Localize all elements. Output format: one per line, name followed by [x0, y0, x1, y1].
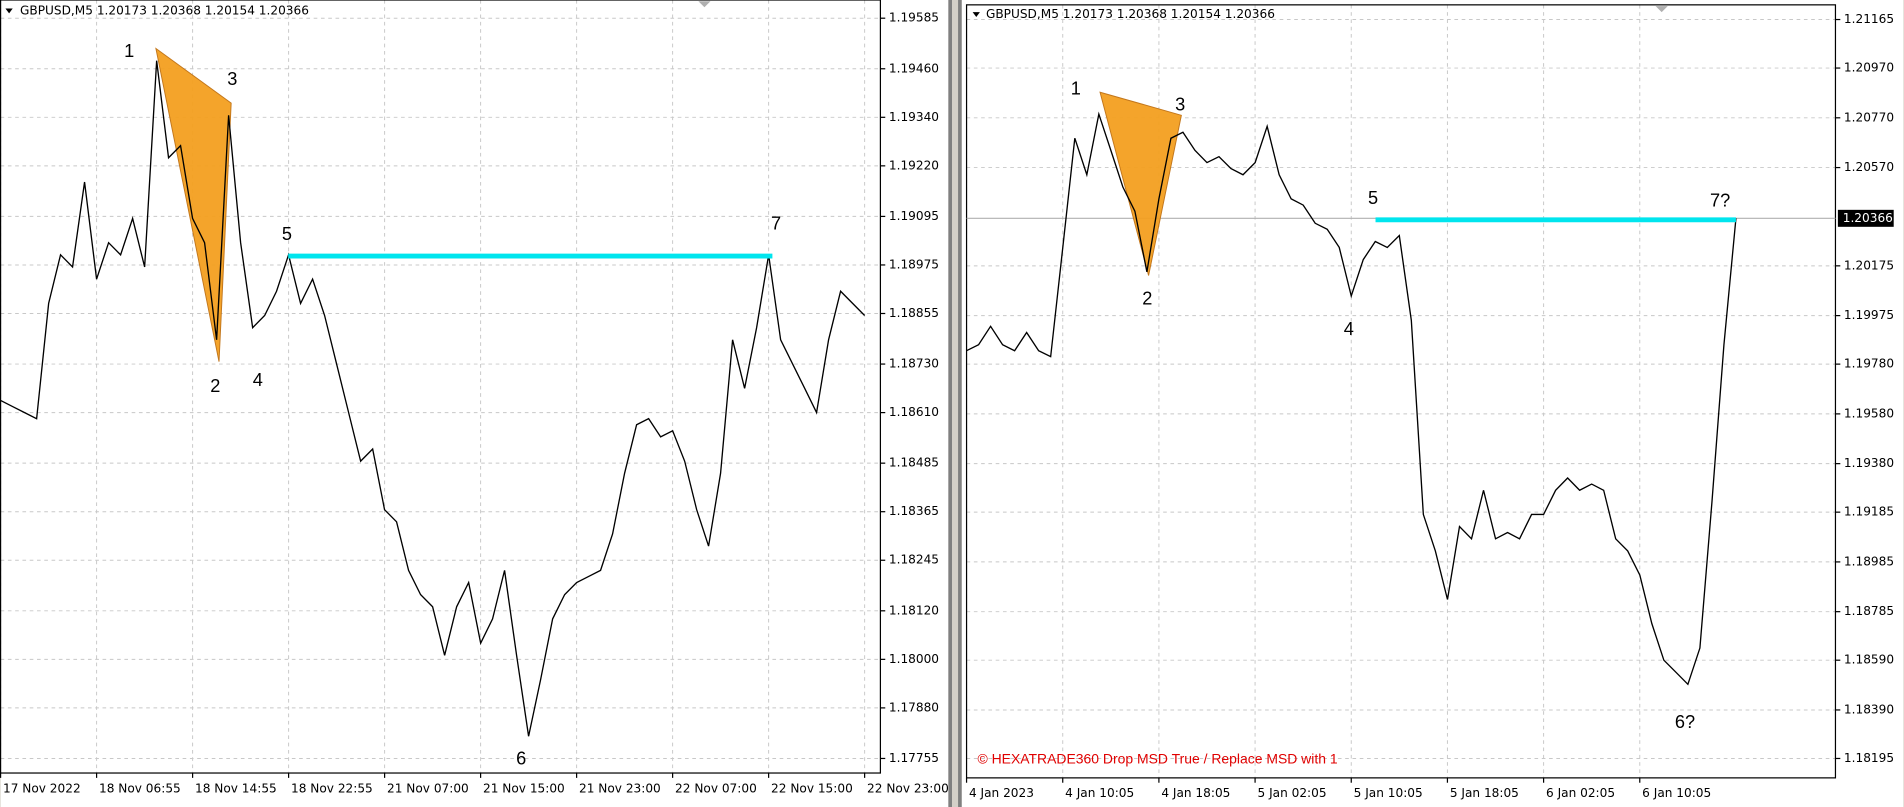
shift-marker — [1655, 6, 1668, 13]
chart-title: GBPUSD,M5 1.20173 1.20368 1.20154 1.2036… — [986, 7, 1275, 21]
y-tick-label: 1.18485 — [889, 456, 939, 470]
chart-title: GBPUSD,M5 1.20173 1.20368 1.20154 1.2036… — [20, 3, 309, 17]
right-panel — [961, 0, 1904, 807]
splitter — [948, 0, 952, 807]
y-tick-label: 1.18975 — [889, 257, 939, 271]
x-tick-label: 6 Jan 02:05 — [1546, 786, 1615, 800]
y-tick-label: 1.18000 — [889, 652, 939, 666]
current-price-label: 1.20366 — [1843, 211, 1893, 225]
x-tick-label: 4 Jan 10:05 — [1065, 786, 1134, 800]
x-tick-label: 18 Nov 06:55 — [99, 781, 181, 795]
y-tick-label: 1.18195 — [1844, 751, 1894, 765]
y-tick-label: 1.19185 — [1844, 505, 1894, 519]
x-tick-label: 4 Jan 18:05 — [1161, 786, 1230, 800]
y-tick-label: 1.18610 — [889, 405, 939, 419]
swing-label: 4 — [253, 370, 263, 390]
swing-label: 5 — [1368, 188, 1378, 208]
x-tick-label: 22 Nov 23:00 — [867, 781, 949, 795]
left-panel — [0, 0, 949, 807]
msd-pattern — [1099, 91, 1182, 276]
swing-label: 3 — [227, 69, 237, 89]
footer-note: © HEXATRADE360 Drop MSD True / Replace M… — [977, 750, 1337, 766]
swing-label: 1 — [124, 41, 134, 61]
x-tick-label: 5 Jan 10:05 — [1354, 786, 1423, 800]
swing-label: 6? — [1675, 712, 1695, 732]
swing-label: 3 — [1175, 94, 1185, 114]
swing-label: 2 — [210, 376, 220, 396]
x-tick-label: 5 Jan 02:05 — [1258, 786, 1327, 800]
y-tick-label: 1.18365 — [889, 504, 939, 518]
swing-label: 7? — [1710, 190, 1730, 210]
plot-frame — [965, 4, 1837, 779]
price-line — [966, 111, 1737, 686]
price-line — [0, 60, 866, 737]
x-tick-label: 22 Nov 15:00 — [771, 781, 853, 795]
menu-arrow — [972, 12, 980, 17]
y-tick-label: 1.19380 — [1844, 456, 1894, 470]
msd-pattern — [155, 47, 232, 362]
y-tick-label: 1.17880 — [889, 700, 939, 714]
y-tick-label: 1.19780 — [1844, 357, 1894, 371]
y-tick-label: 1.19585 — [889, 11, 939, 25]
y-tick-label: 1.18245 — [889, 553, 939, 567]
y-tick-label: 1.18730 — [889, 357, 939, 371]
y-tick-label: 1.18985 — [1844, 554, 1894, 568]
y-tick-label: 1.19580 — [1844, 406, 1894, 420]
y-tick-label: 1.18120 — [889, 603, 939, 617]
swing-label: 1 — [1071, 79, 1081, 99]
x-tick-label: 21 Nov 07:00 — [387, 781, 469, 795]
plot-frame — [0, 0, 882, 774]
x-tick-label: 6 Jan 10:05 — [1642, 786, 1711, 800]
current-price-box — [1837, 209, 1894, 227]
y-tick-label: 1.19220 — [889, 158, 939, 172]
menu-arrow — [5, 8, 13, 14]
y-tick-label: 1.19095 — [889, 209, 939, 223]
y-tick-label: 1.18590 — [1844, 653, 1894, 667]
x-tick-label: 18 Nov 22:55 — [291, 781, 373, 795]
y-tick-label: 1.18855 — [889, 306, 939, 320]
y-tick-label: 1.18390 — [1844, 702, 1894, 716]
y-tick-label: 1.19460 — [889, 61, 939, 75]
swing-label: 5 — [282, 224, 292, 244]
x-tick-label: 21 Nov 15:00 — [483, 781, 565, 795]
y-tick-label: 1.17755 — [889, 751, 939, 765]
y-tick-label: 1.20970 — [1844, 61, 1894, 75]
swing-label: 4 — [1344, 319, 1354, 339]
y-tick-label: 1.20570 — [1844, 160, 1894, 174]
price-series — [0, 60, 866, 737]
x-tick-label: 5 Jan 18:05 — [1450, 786, 1519, 800]
y-tick-label: 1.19975 — [1844, 308, 1894, 322]
swing-label: 6 — [516, 748, 526, 768]
y-tick-label: 1.20770 — [1844, 110, 1894, 124]
y-tick-label: 1.21165 — [1844, 12, 1894, 26]
y-tick-label: 1.19340 — [889, 110, 939, 124]
y-tick-label: 1.18785 — [1844, 604, 1894, 618]
x-tick-label: 22 Nov 07:00 — [675, 781, 757, 795]
x-tick-label: 21 Nov 23:00 — [579, 781, 661, 795]
x-tick-label: 17 Nov 2022 — [3, 781, 81, 795]
splitter — [958, 0, 962, 807]
shift-marker — [698, 1, 711, 8]
x-tick-label: 4 Jan 2023 — [969, 786, 1034, 800]
x-tick-label: 18 Nov 14:55 — [195, 781, 277, 795]
price-series — [966, 111, 1737, 686]
swing-label: 7 — [771, 213, 781, 233]
swing-label: 2 — [1142, 289, 1152, 309]
y-tick-label: 1.20175 — [1844, 258, 1894, 272]
